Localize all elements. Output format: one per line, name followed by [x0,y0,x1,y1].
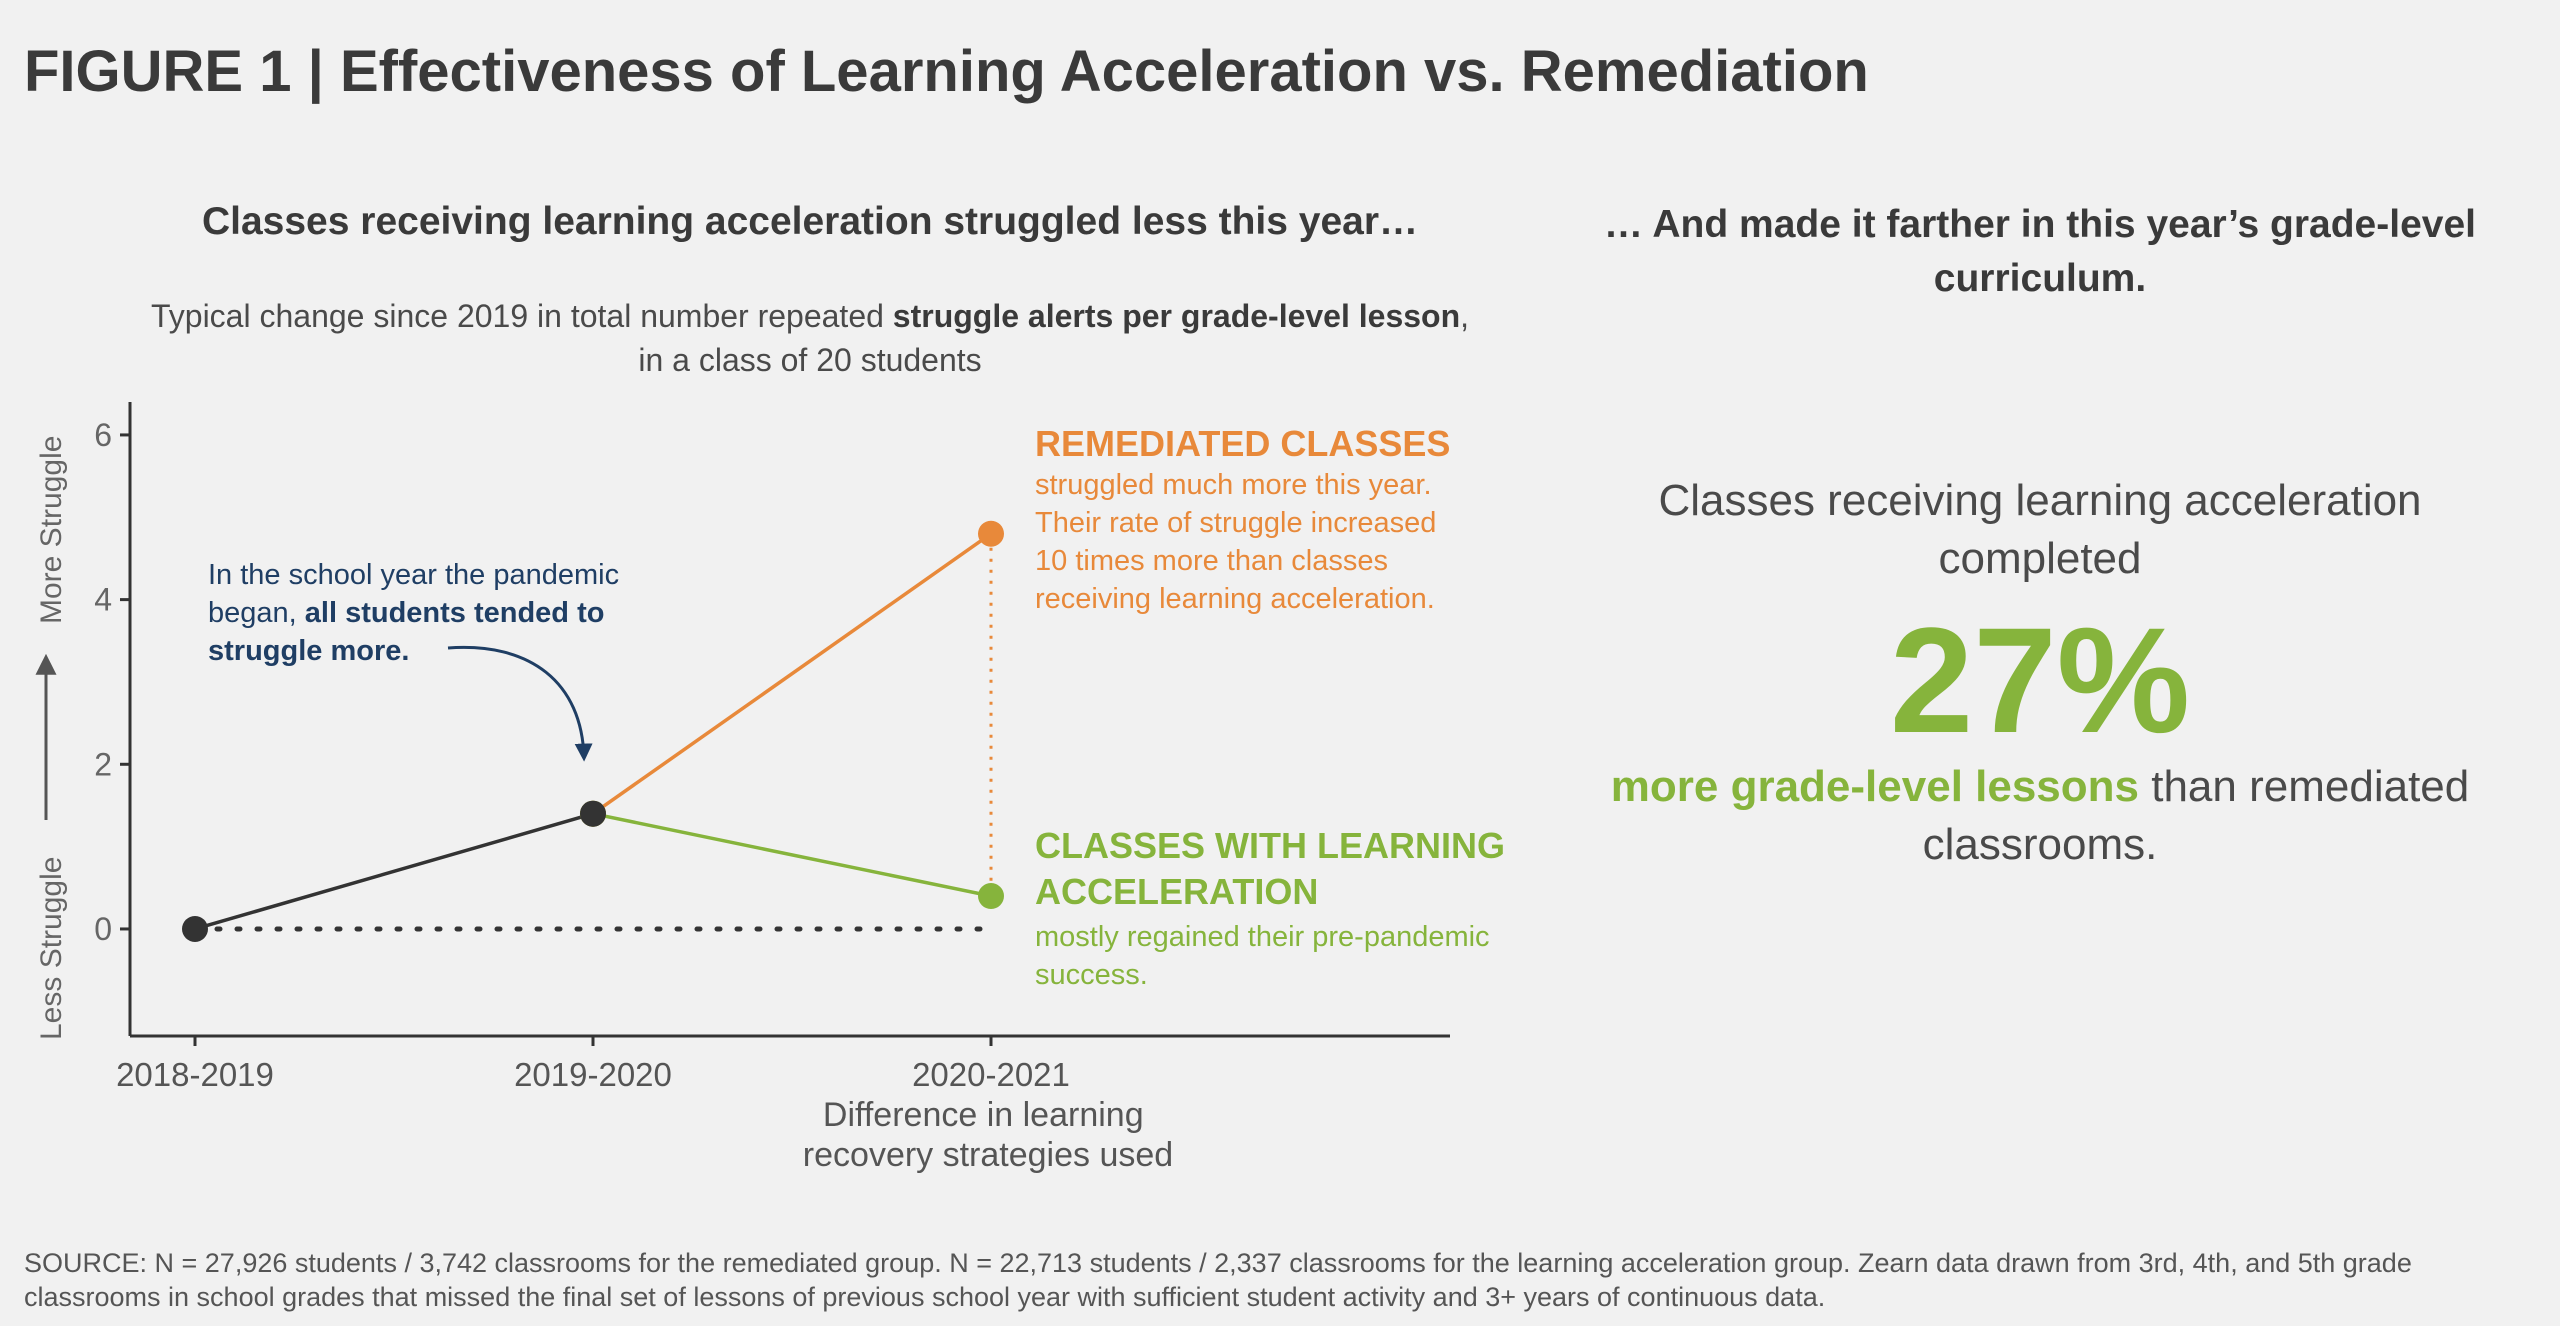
series-line-1 [591,532,993,816]
x-tick-label: 2019-2020 [514,1056,672,1093]
data-point [978,520,1004,547]
series-line-2 [592,811,992,898]
y-tick-label: 4 [94,582,112,618]
stat-highlight: more grade-level lessons [1610,762,2140,811]
remediated-line2: Their rate of struggle increased [1035,507,1436,539]
left-panel-heading: Classes receiving learning acceleration … [201,200,1419,243]
pandemic-line3: struggle more. [208,635,409,667]
subtitle-bold: struggle alerts per grade-level lesson [892,298,1461,334]
x-axis-title-line1: Difference in learning [823,1096,1144,1134]
series-group [182,520,1004,942]
x-tick-label: 2020-2021 [912,1056,1070,1093]
stat-percentage: 27% [1889,596,2191,764]
x-tick-label: 2018-2019 [116,1056,274,1093]
y-tick-label: 6 [94,417,112,453]
pandemic-line1: In the school year the pandemic [208,559,619,591]
data-point [978,883,1004,910]
source-note: SOURCE: N = 27,926 students / 3,742 clas… [24,1248,2412,1312]
remediated-line4: receiving learning acceleration. [1035,583,1435,615]
y-label-bottom: Less Struggle [35,857,68,1040]
acceleration-annotation: CLASSES WITH LEARNING ACCELERATION mostl… [1035,825,1509,991]
acceleration-line2: success. [1035,959,1148,991]
chart-subtitle: Typical change since 2019 in total numbe… [140,294,1480,382]
subtitle-post: , in a class of 20 students [638,298,1470,378]
stat-outro-text: more grade-level lessons than remediated… [1560,758,2520,874]
y-tick-label: 2 [94,746,112,782]
subtitle-pre: Typical change since 2019 in total numbe… [150,298,893,334]
pandemic-annotation: In the school year the pandemic began, a… [208,559,627,667]
acceleration-title-line1: CLASSES WITH LEARNING [1035,825,1505,866]
data-point [580,800,606,827]
stat-intro-text: Classes receiving learning acceleration … [1658,476,2422,583]
remediated-title: REMEDIATED CLASSES [1035,423,1450,464]
remediated-line3: 10 times more than classes [1035,545,1388,577]
acceleration-title-line2: ACCELERATION [1035,871,1318,912]
figure-title: FIGURE 1 | Effectiveness of Learning Acc… [24,39,1869,104]
y-label-top: More Struggle [35,436,68,624]
y-tick-label: 0 [94,911,112,947]
y-ticks: 0 2 4 6 [94,417,130,947]
pandemic-line2: began, all students tended to [208,597,604,629]
pandemic-arrow [447,645,593,762]
series-line-0 [194,812,594,931]
remediated-line1: struggled much more this year. [1035,469,1432,501]
x-axis-title-line2: recovery strategies used [803,1136,1173,1174]
struggle-line-chart: 0 2 4 6 2018-2019 2019-2020 2020-2021 Less St… [35,402,1509,1174]
x-ticks: 2018-2019 2019-2020 2020-2021 [116,1036,1070,1093]
stat-outro-rest: than remediated classrooms. [1922,762,2470,869]
pandemic-line2-pre: began, [208,597,305,629]
data-point [182,915,208,942]
pandemic-line2-bold: all students tended to [305,597,605,629]
remediated-annotation: REMEDIATED CLASSES struggled much more t… [1035,423,1455,615]
right-panel-heading: … And made it farther in this year’s gra… [1604,203,2476,300]
acceleration-line1: mostly regained their pre-pandemic [1035,921,1490,953]
x-axis-title: Difference in learning recovery strategi… [803,1096,1173,1174]
